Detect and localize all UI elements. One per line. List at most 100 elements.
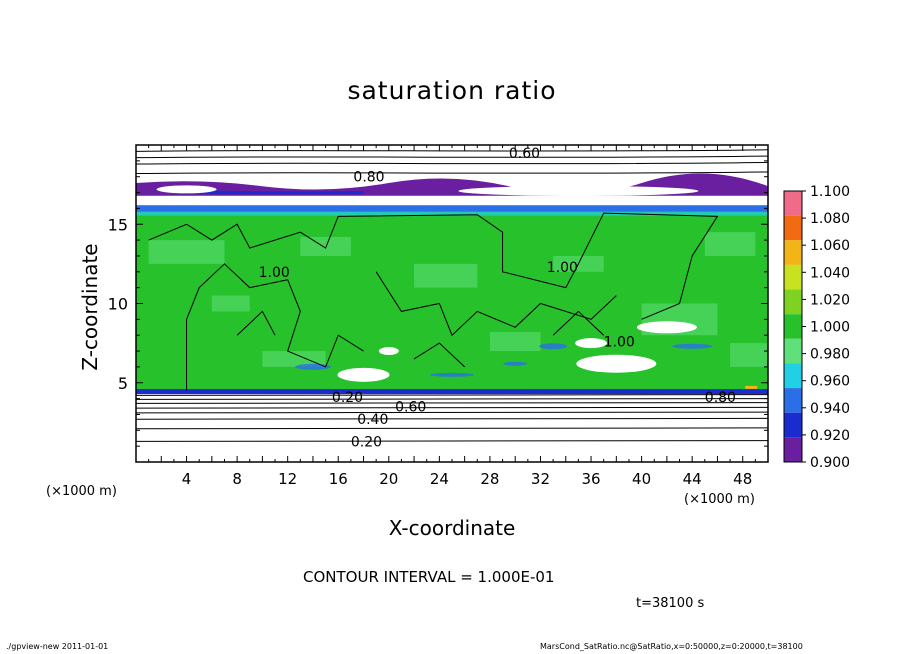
orange-spot (745, 385, 758, 389)
field-patch (414, 263, 478, 288)
contour-interval: CONTOUR INTERVAL = 1.000E-01 (303, 568, 555, 586)
contour-label: 1.00 (547, 260, 578, 276)
x-unit-right: (×1000 m) (684, 492, 755, 507)
colorbar-label: 1.100 (810, 184, 850, 200)
x-tick-label: 20 (379, 470, 398, 488)
contour-label: 0.80 (353, 170, 384, 186)
x-tick-label: 40 (632, 470, 651, 488)
dry-hole (337, 367, 390, 382)
x-tick-label: 8 (232, 470, 242, 488)
contour-line (136, 171, 768, 175)
blue-streak (503, 361, 528, 366)
contour-line (136, 402, 768, 404)
x-tick-label: 12 (278, 470, 297, 488)
contour-label: 0.80 (705, 390, 736, 406)
x-axis-label: X-coordinate (388, 516, 516, 540)
colorbar-swatch (784, 215, 802, 241)
contour-label: 0.60 (395, 400, 426, 416)
contour-line (236, 310, 605, 368)
colorbar-swatch (784, 240, 802, 265)
contour-line (136, 417, 768, 420)
field-patch (262, 351, 326, 367)
footer-program: ./gpview-new 2011-01-01 (6, 642, 109, 651)
x-tick-label: 32 (531, 470, 550, 488)
contour-lines (136, 149, 768, 442)
field-patch (730, 343, 768, 367)
chart-title: saturation ratio (347, 76, 557, 105)
contour-label: 1.00 (259, 265, 290, 281)
dry-hole (575, 338, 608, 349)
field-patch (148, 240, 225, 264)
colorbar-label: 1.060 (810, 238, 850, 254)
colorbar-label: 0.900 (810, 455, 850, 471)
x-unit-left: (×1000 m) (46, 484, 117, 499)
y-axis-label: Z-coordinate (78, 243, 102, 371)
colorbar-label: 1.040 (810, 265, 850, 281)
cloud-gap (156, 185, 217, 194)
dry-hole (576, 354, 657, 373)
contour-line (375, 271, 617, 337)
contour-line (136, 398, 768, 400)
contour-line (136, 427, 768, 430)
upper-cloud-edge (136, 173, 768, 196)
field-patch (300, 236, 351, 256)
contour-label: 1.00 (604, 335, 635, 351)
x-tick-label: 44 (683, 470, 702, 488)
colorbar-swatch (784, 191, 802, 216)
colorbar-label: 1.020 (810, 292, 850, 308)
contour-line (136, 440, 768, 442)
x-tick-label: 28 (480, 470, 499, 488)
contour-line (136, 149, 768, 152)
colorbar-label: 0.940 (810, 401, 850, 417)
lower-edge-band (136, 389, 768, 395)
field-patch (704, 232, 756, 256)
contour-line (148, 212, 719, 320)
colorbar-swatch (784, 264, 802, 290)
colorbar-label: 0.960 (810, 374, 850, 390)
contour-label: 0.20 (351, 434, 382, 450)
x-tick-label: 48 (733, 470, 752, 488)
x-axis: 4 8 12 16 20 24 28 32 36 40 44 48 (135, 145, 769, 488)
blue-streak (430, 372, 474, 377)
contour-line (136, 161, 768, 165)
time-label: t=38100 s (636, 596, 705, 611)
colorbar-swatch (784, 363, 802, 389)
colorbar-swatch (784, 437, 802, 462)
contour-line (136, 406, 768, 409)
contour-line (186, 263, 364, 391)
blue-streak (539, 343, 568, 350)
upper-edge-cyan (136, 211, 768, 216)
x-tick-label: 24 (430, 470, 449, 488)
x-tick-label: 36 (581, 470, 600, 488)
field-patch (489, 332, 541, 352)
contour-labels: 0.60 0.80 1.00 1.00 1.00 0.20 0.40 0.60 0.80 0.20 (259, 146, 736, 450)
field-patch (211, 295, 250, 312)
colorbar-label: 1.000 (810, 320, 850, 336)
contour-label: 0.20 (332, 390, 363, 406)
colorbar-label: 0.980 (810, 347, 850, 363)
upper-edge-band (136, 205, 768, 213)
cloud-gap (458, 185, 699, 196)
footer-source: MarsCond_SatRatio.nc@SatRatio,x=0:50000,… (540, 642, 803, 651)
dry-hole (636, 321, 697, 334)
colorbar-swatch (784, 314, 802, 339)
colorbar-label: 0.920 (810, 428, 850, 444)
colorbar-swatch (784, 338, 802, 364)
colorbar-swatch (784, 289, 802, 315)
x-tick-label: 16 (329, 470, 348, 488)
dry-hole (378, 347, 399, 356)
saturation-field (136, 173, 768, 395)
upper-cloud-blue (173, 189, 364, 195)
contour-line (136, 394, 768, 396)
contour-line (136, 155, 768, 159)
x-tick-label: 4 (182, 470, 192, 488)
colorbar: 0.900 0.920 0.940 0.960 0.980 1.000 1.020 1.040… (783, 184, 850, 471)
y-tick-label: 5 (118, 374, 128, 393)
colorbar-swatch (784, 412, 802, 438)
colorbar-label: 1.080 (810, 211, 850, 227)
y-axis: 5 10 15 (108, 144, 768, 463)
contour-label: 0.60 (509, 146, 540, 162)
blue-streak (672, 343, 713, 349)
colorbar-swatch (784, 388, 802, 413)
